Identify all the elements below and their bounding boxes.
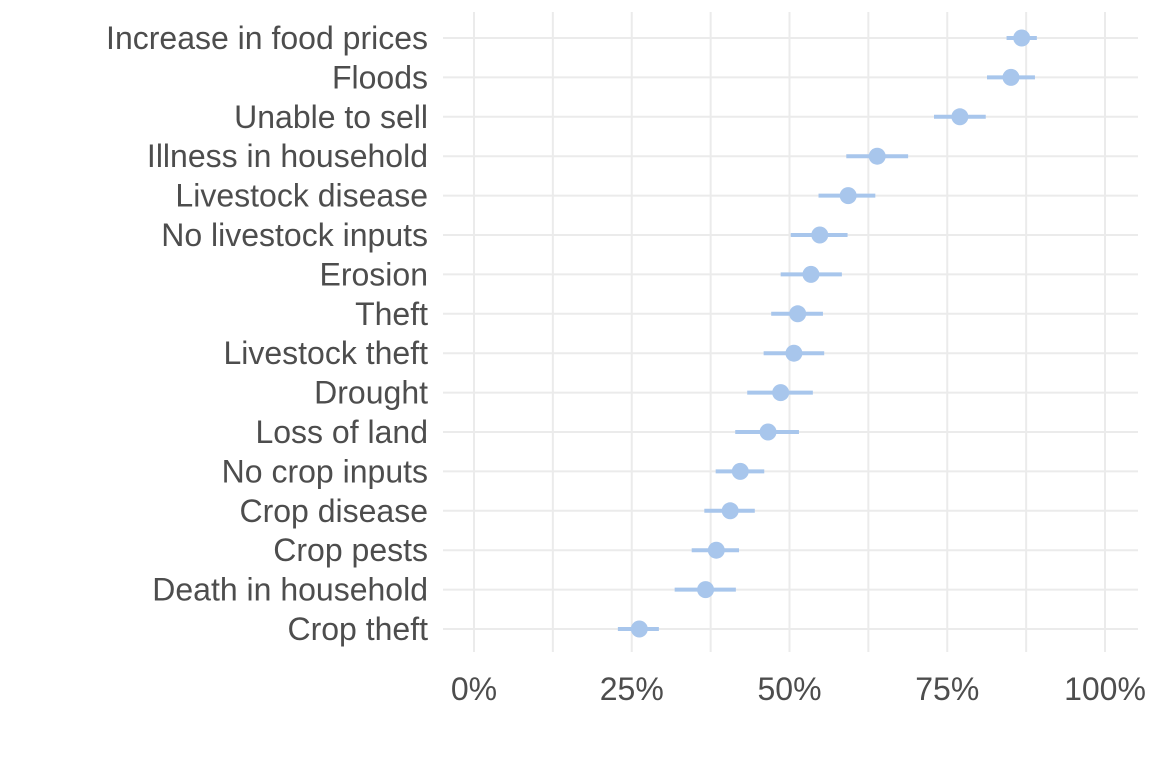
y-tick-label: Crop theft — [287, 611, 428, 647]
data-point — [1013, 29, 1031, 47]
data-point — [1002, 68, 1020, 86]
y-tick-label: No livestock inputs — [161, 217, 428, 253]
y-tick-label: Illness in household — [147, 138, 428, 174]
data-point — [951, 108, 969, 126]
data-point — [839, 187, 857, 205]
y-tick-label: Increase in food prices — [106, 20, 428, 56]
data-point — [697, 581, 715, 599]
data-point — [811, 226, 829, 244]
y-tick-label: Crop disease — [239, 493, 428, 529]
y-tick-label: Crop pests — [273, 532, 428, 568]
y-tick-label: Floods — [332, 59, 428, 95]
data-point — [802, 265, 820, 283]
y-tick-label: Unable to sell — [234, 99, 428, 135]
x-tick-label: 25% — [600, 671, 664, 707]
y-tick-label: Livestock theft — [223, 335, 428, 371]
y-tick-label: No crop inputs — [222, 453, 428, 489]
data-point — [759, 423, 777, 441]
data-point — [630, 620, 648, 638]
data-point — [721, 502, 739, 520]
x-tick-label: 0% — [451, 671, 497, 707]
y-tick-label: Theft — [355, 296, 428, 332]
x-tick-label: 100% — [1064, 671, 1146, 707]
data-point — [789, 305, 807, 323]
x-tick-label: 75% — [915, 671, 979, 707]
y-tick-label: Loss of land — [255, 414, 428, 450]
y-tick-label: Livestock disease — [175, 178, 428, 214]
data-point — [772, 384, 790, 402]
data-point — [707, 541, 725, 559]
y-tick-label: Erosion — [320, 256, 429, 292]
y-tick-label: Drought — [314, 375, 428, 411]
y-tick-label: Death in household — [152, 572, 428, 608]
data-point — [868, 147, 886, 165]
data-point — [785, 344, 803, 362]
data-point — [731, 462, 749, 480]
x-tick-label: 50% — [757, 671, 821, 707]
